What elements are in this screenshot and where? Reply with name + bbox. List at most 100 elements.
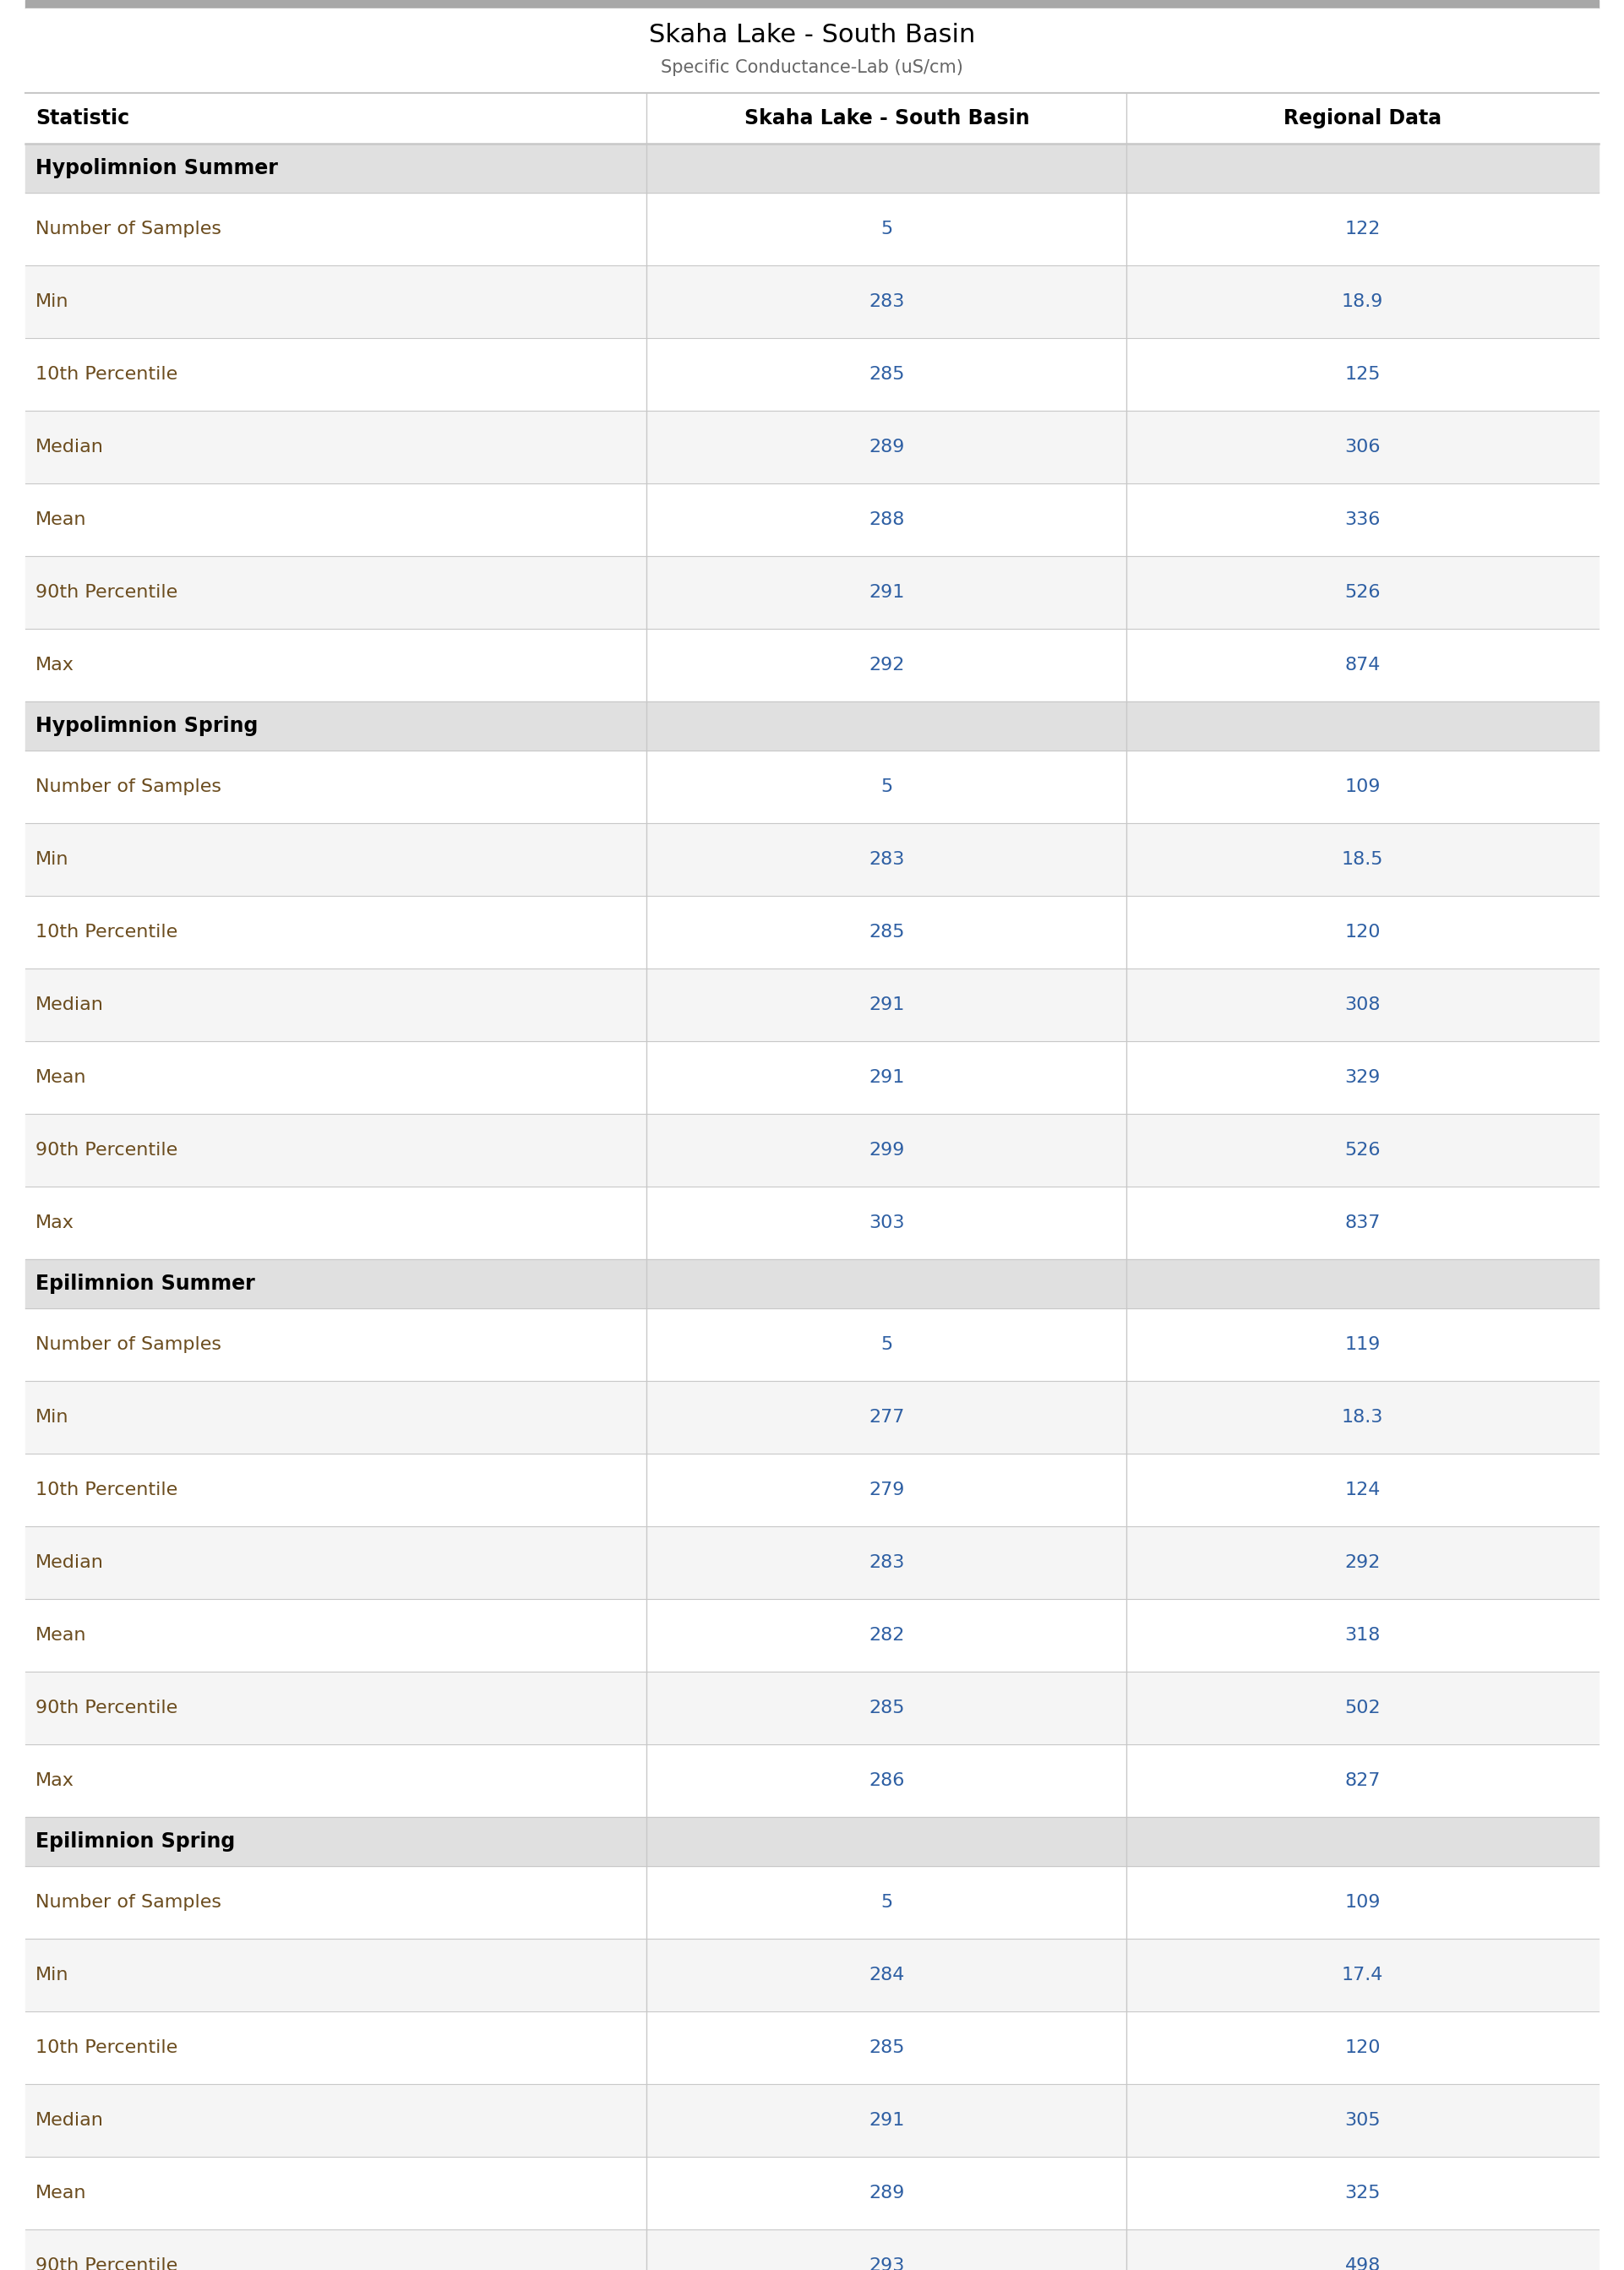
Text: 286: 286 (869, 1773, 905, 1789)
Text: Skaha Lake - South Basin: Skaha Lake - South Basin (744, 109, 1030, 129)
Text: 10th Percentile: 10th Percentile (36, 2038, 177, 2057)
Bar (26, 1939, 1598, 2011)
Text: Number of Samples: Number of Samples (36, 1337, 221, 1353)
Text: Number of Samples: Number of Samples (36, 220, 221, 238)
Text: 120: 120 (1345, 2038, 1380, 2057)
Text: 119: 119 (1345, 1337, 1380, 1353)
Bar (26, 751, 1598, 824)
Text: 299: 299 (869, 1142, 905, 1158)
Text: 285: 285 (869, 1700, 905, 1716)
Text: 526: 526 (1345, 583, 1380, 602)
Text: Min: Min (36, 1966, 68, 1984)
Bar (26, 1380, 1598, 1453)
Bar (26, 1187, 1598, 1260)
Bar (26, 969, 1598, 1042)
Text: Mean: Mean (36, 1628, 86, 1643)
Text: Epilimnion Summer: Epilimnion Summer (36, 1273, 255, 1294)
Text: 292: 292 (1345, 1555, 1380, 1571)
Bar (26, 2011, 1598, 2084)
Text: 90th Percentile: 90th Percentile (36, 583, 177, 602)
Bar (26, 1453, 1598, 1525)
Text: Min: Min (36, 851, 68, 867)
Text: Min: Min (36, 293, 68, 311)
Text: 303: 303 (869, 1214, 905, 1230)
Text: 837: 837 (1345, 1214, 1380, 1230)
Text: Number of Samples: Number of Samples (36, 1893, 221, 1911)
Text: 498: 498 (1345, 2256, 1380, 2270)
Text: 90th Percentile: 90th Percentile (36, 2256, 177, 2270)
Bar (26, 1671, 1598, 1743)
Text: 90th Percentile: 90th Percentile (36, 1142, 177, 1158)
Text: 874: 874 (1345, 656, 1380, 674)
Text: 827: 827 (1345, 1773, 1380, 1789)
Text: Median: Median (36, 997, 104, 1012)
Text: 292: 292 (869, 656, 905, 674)
Bar (26, 897, 1598, 969)
Text: 282: 282 (869, 1628, 905, 1643)
Text: 285: 285 (869, 2038, 905, 2057)
Bar (26, 484, 1598, 556)
Text: 291: 291 (869, 583, 905, 602)
Bar (26, 1866, 1598, 1939)
Text: Min: Min (36, 1410, 68, 1426)
Text: 124: 124 (1345, 1482, 1380, 1498)
Text: 10th Percentile: 10th Percentile (36, 924, 177, 940)
Bar (26, 1115, 1598, 1187)
Bar (26, 1598, 1598, 1671)
Text: 120: 120 (1345, 924, 1380, 940)
Text: Median: Median (36, 1555, 104, 1571)
Text: 318: 318 (1345, 1628, 1380, 1643)
Text: 122: 122 (1345, 220, 1380, 238)
Text: Skaha Lake - South Basin: Skaha Lake - South Basin (648, 23, 976, 48)
Bar (26, 2084, 1598, 2156)
Text: 285: 285 (869, 924, 905, 940)
Text: 329: 329 (1345, 1069, 1380, 1085)
Text: 125: 125 (1345, 365, 1380, 384)
Bar (26, 338, 1598, 411)
Bar (26, 1525, 1598, 1598)
Bar (26, 193, 1598, 266)
Bar (26, 2229, 1598, 2270)
Bar (26, 2156, 1598, 2229)
Text: 291: 291 (869, 997, 905, 1012)
Bar (26, 556, 1598, 629)
Bar (26, 411, 1598, 484)
Text: 305: 305 (1345, 2111, 1380, 2129)
Bar (26, 824, 1598, 897)
Text: 283: 283 (869, 851, 905, 867)
Text: 279: 279 (869, 1482, 905, 1498)
Text: 5: 5 (880, 779, 893, 794)
Text: 5: 5 (880, 1337, 893, 1353)
Bar (26, 93, 1598, 143)
Text: 5: 5 (880, 220, 893, 238)
Bar (26, 1308, 1598, 1380)
Text: 289: 289 (869, 438, 905, 456)
Text: 284: 284 (869, 1966, 905, 1984)
Text: 526: 526 (1345, 1142, 1380, 1158)
Bar (26, 9, 1598, 93)
Bar (26, 629, 1598, 701)
Text: Number of Samples: Number of Samples (36, 779, 221, 794)
Text: Specific Conductance-Lab (uS/cm): Specific Conductance-Lab (uS/cm) (661, 59, 963, 77)
Bar (26, 1743, 1598, 1816)
Text: Hypolimnion Summer: Hypolimnion Summer (36, 159, 278, 179)
Text: 10th Percentile: 10th Percentile (36, 1482, 177, 1498)
Text: 283: 283 (869, 293, 905, 311)
Text: Max: Max (36, 656, 75, 674)
Text: 291: 291 (869, 2111, 905, 2129)
Text: 18.5: 18.5 (1341, 851, 1384, 867)
Text: 306: 306 (1345, 438, 1380, 456)
Text: Epilimnion Spring: Epilimnion Spring (36, 1832, 235, 1852)
Text: 308: 308 (1345, 997, 1380, 1012)
Text: 18.9: 18.9 (1341, 293, 1384, 311)
Bar (26, 0, 1598, 9)
Text: 291: 291 (869, 1069, 905, 1085)
Bar (26, 1816, 1598, 1866)
Text: 288: 288 (869, 511, 905, 529)
Text: 336: 336 (1345, 511, 1380, 529)
Text: 109: 109 (1345, 1893, 1380, 1911)
Bar (26, 266, 1598, 338)
Text: Mean: Mean (36, 2184, 86, 2202)
Text: 293: 293 (869, 2256, 905, 2270)
Text: 289: 289 (869, 2184, 905, 2202)
